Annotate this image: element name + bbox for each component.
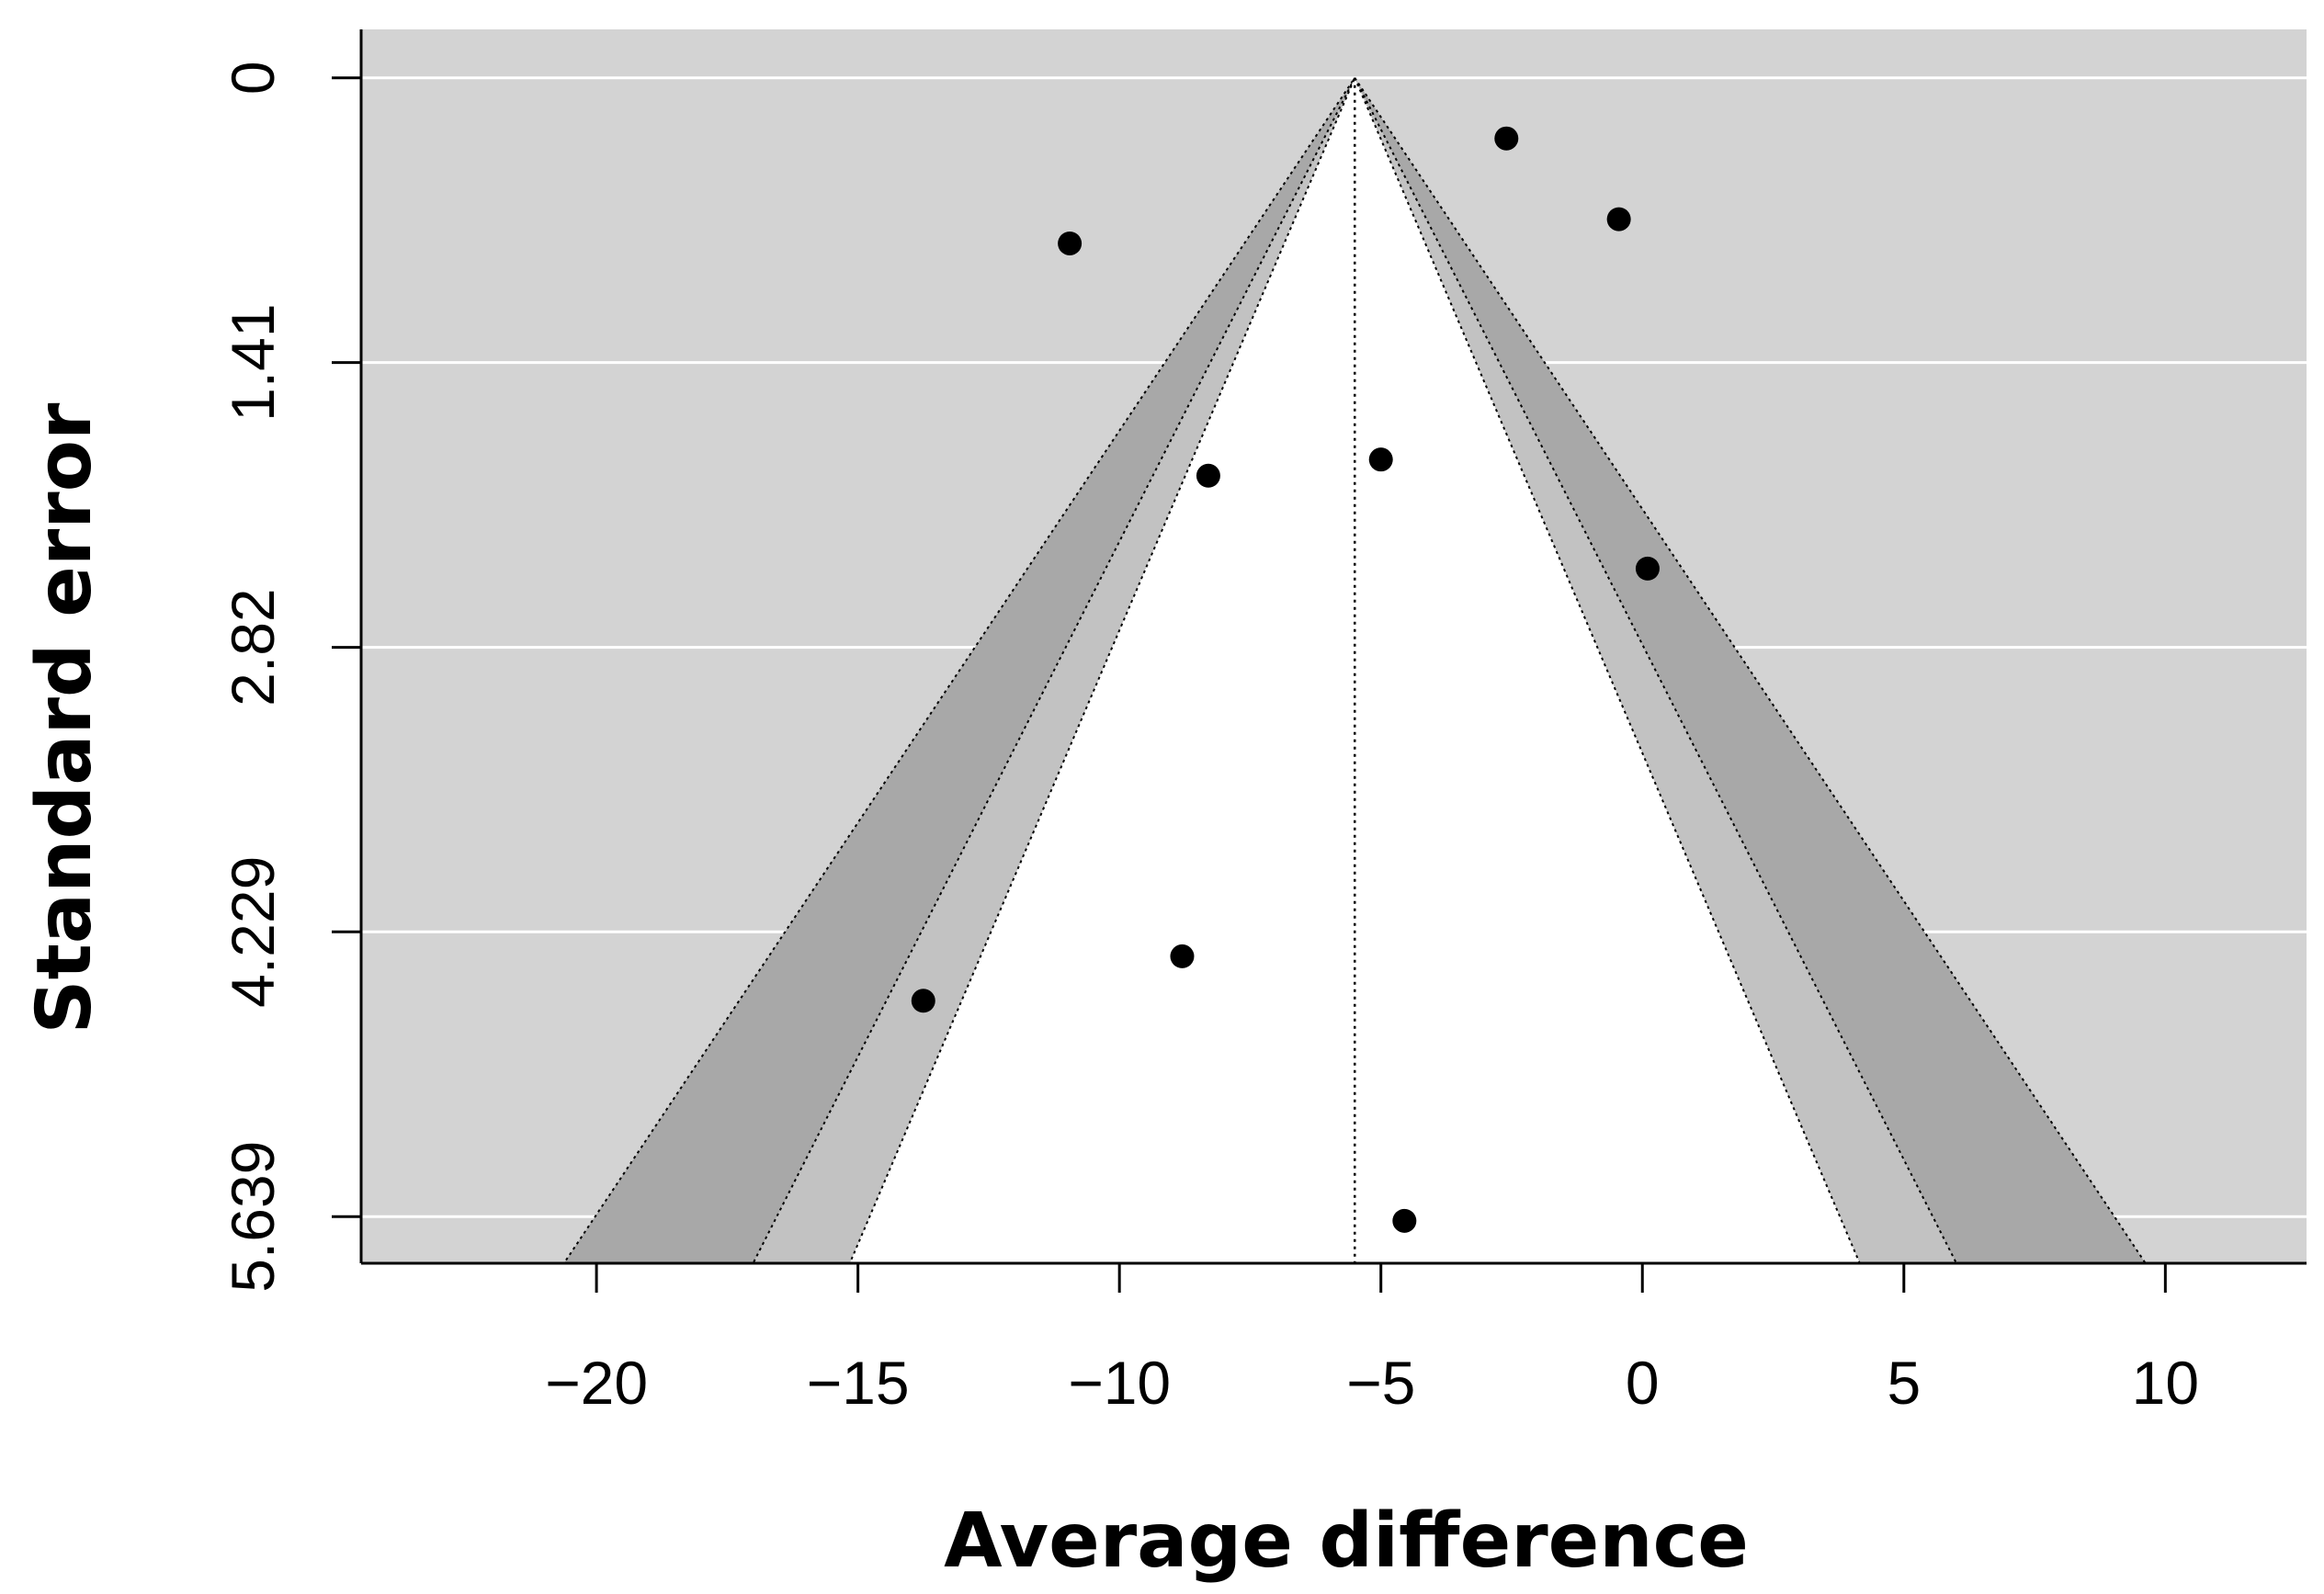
x-tick-label-3: −5 bbox=[1346, 1349, 1415, 1417]
x-axis-title: Average difference bbox=[944, 1498, 1749, 1585]
y-tick-label-2: 2.82 bbox=[219, 588, 287, 706]
y-tick-label-4: 5.639 bbox=[219, 1141, 287, 1293]
study-points bbox=[911, 126, 1660, 1233]
x-tick-label-6: 10 bbox=[2132, 1349, 2199, 1417]
x-tick-label-0: −20 bbox=[545, 1349, 648, 1417]
x-tick-label-5: 5 bbox=[1887, 1349, 1921, 1417]
x-tick-label-2: −10 bbox=[1068, 1349, 1171, 1417]
study-point-8 bbox=[1392, 1208, 1417, 1233]
study-point-7 bbox=[911, 989, 935, 1013]
y-tick-label-1: 1.41 bbox=[219, 303, 287, 421]
study-point-4 bbox=[1196, 463, 1220, 488]
contour-regions bbox=[561, 75, 2148, 1264]
study-point-5 bbox=[1635, 556, 1660, 581]
x-tick-label-1: −15 bbox=[807, 1349, 910, 1417]
study-point-3 bbox=[1368, 447, 1393, 472]
study-point-1 bbox=[1606, 207, 1631, 232]
y-axis-title: Standard error bbox=[21, 402, 108, 1034]
x-tick-label-4: 0 bbox=[1626, 1349, 1660, 1417]
study-point-6 bbox=[1170, 944, 1195, 968]
y-tick-label-3: 4.229 bbox=[219, 856, 287, 1008]
study-point-2 bbox=[1058, 231, 1083, 255]
study-point-0 bbox=[1494, 126, 1519, 151]
contour-band-2 bbox=[848, 75, 1862, 1264]
y-tick-label-0: 0 bbox=[219, 61, 287, 95]
axes: −20 −15 −10 −5 0 5 10 0 1.41 2.82 4.229 5.639 bbox=[219, 29, 2307, 1417]
